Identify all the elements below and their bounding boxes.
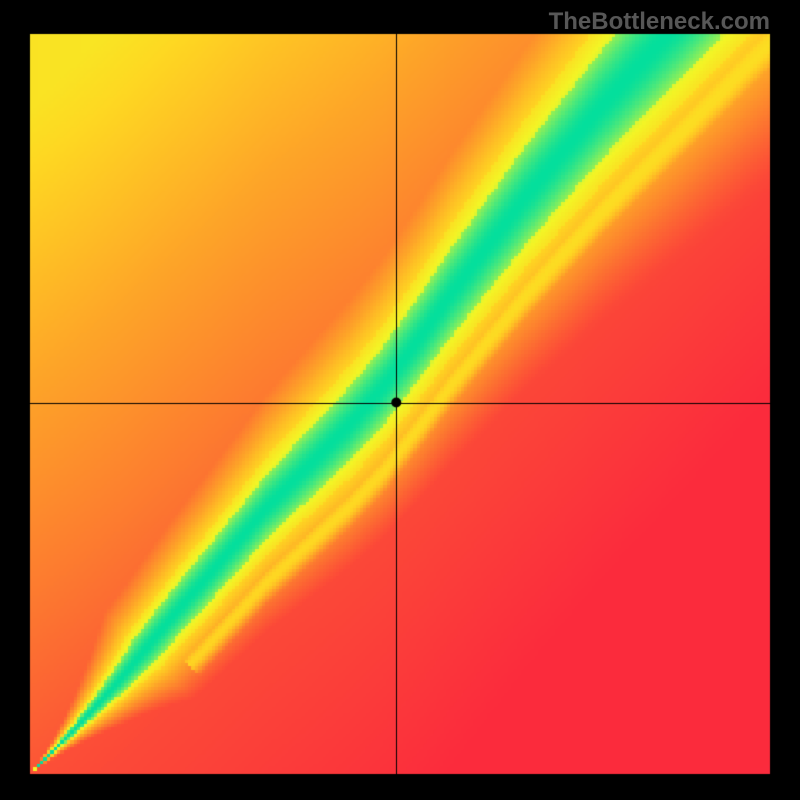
watermark-text: TheBottleneck.com: [549, 8, 770, 36]
bottleneck-heatmap: [0, 0, 800, 800]
